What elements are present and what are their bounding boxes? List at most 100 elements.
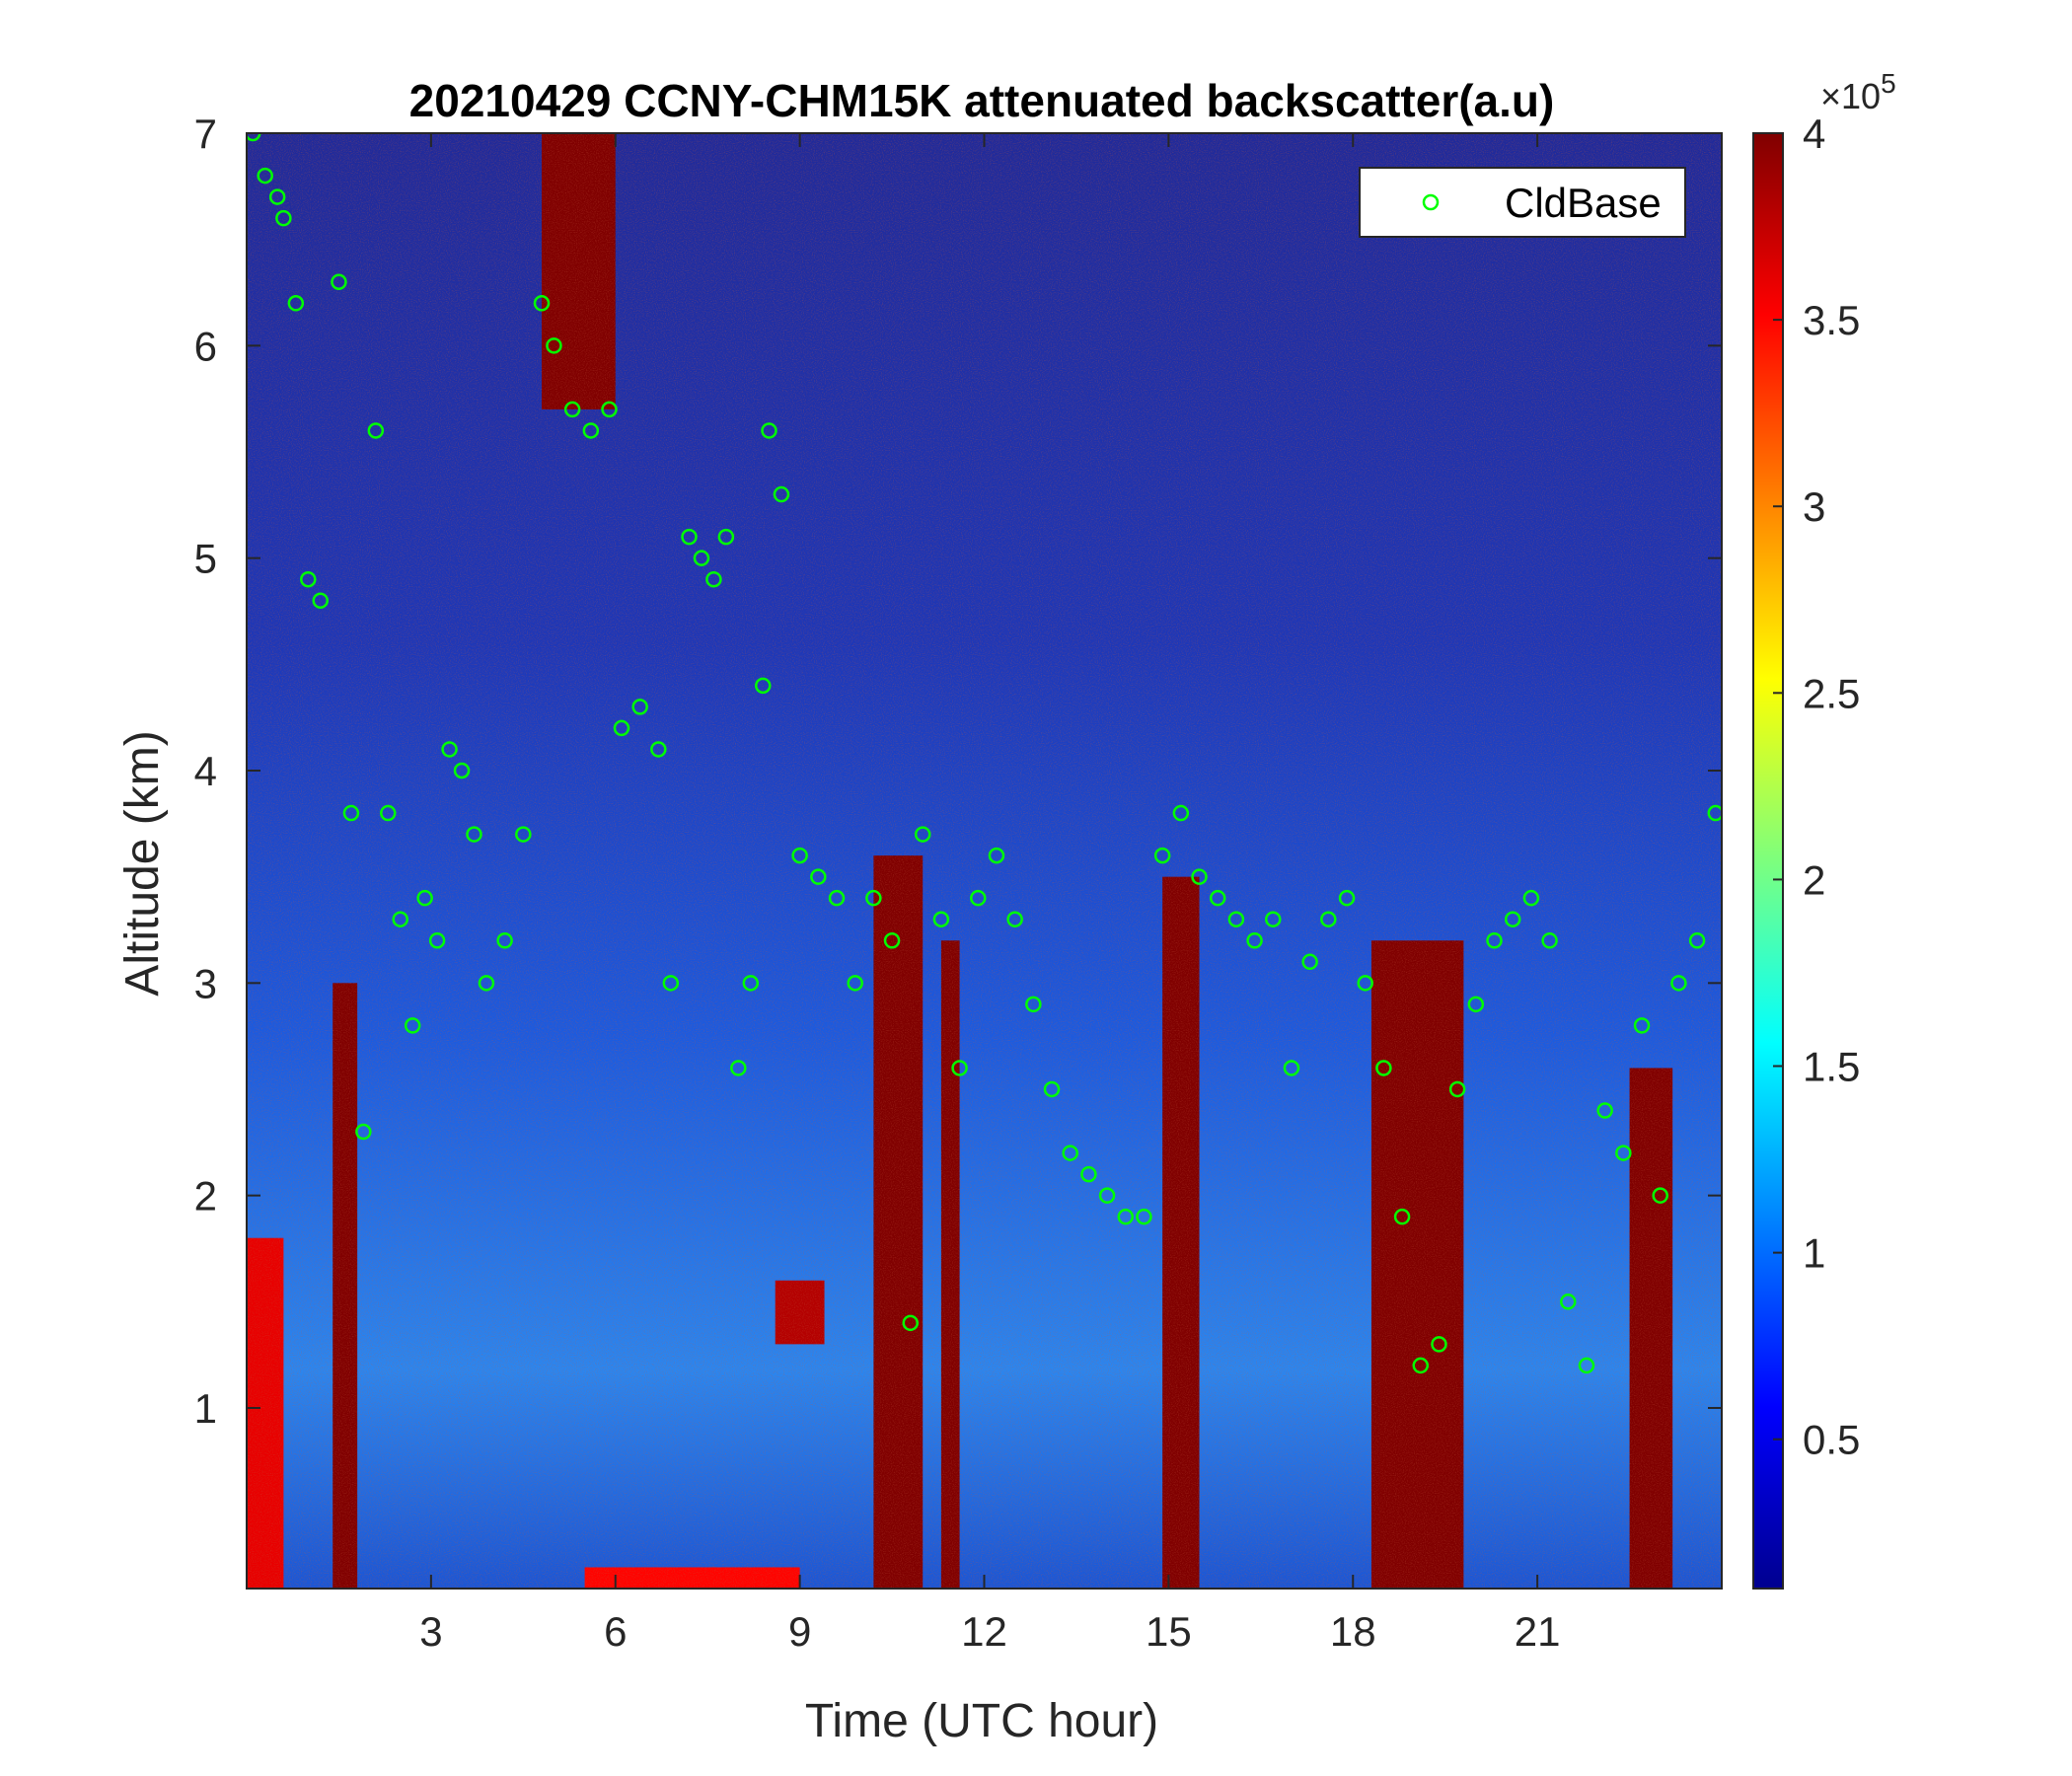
cldbase-point xyxy=(613,719,630,737)
colorbar-tick-label: 2 xyxy=(1803,856,1825,903)
cldbase-point xyxy=(1467,996,1485,1013)
colorbar-tick-label: 3.5 xyxy=(1803,297,1860,343)
cldbase-point xyxy=(1688,931,1706,949)
colorbar: 0.5 1 1.5 2 2.5 3 3.5 4 ×105 xyxy=(1752,68,1896,1590)
y-tick-label: 1 xyxy=(194,1385,217,1432)
y-axis-label: Altitude (km) xyxy=(116,730,169,996)
legend-marker-icon xyxy=(1422,193,1440,211)
cldbase-point xyxy=(1652,1187,1668,1204)
cldbase-point xyxy=(717,528,735,546)
x-tick-label: 6 xyxy=(604,1608,627,1655)
cldbase-point xyxy=(1486,931,1503,949)
x-tick-label: 15 xyxy=(1146,1608,1192,1655)
legend-frame xyxy=(1359,167,1686,238)
cldbase-point xyxy=(1227,911,1245,927)
colorbar-tick-label: 1 xyxy=(1803,1230,1825,1277)
cldbase-point xyxy=(1283,1060,1300,1076)
cldbase-point xyxy=(742,975,760,992)
cldbase-point xyxy=(902,1314,919,1332)
colorbar-ticks: 0.5 1 1.5 2 2.5 3 3.5 4 xyxy=(1773,111,1860,1463)
cldbase-point xyxy=(1080,1165,1097,1183)
cldbase-point xyxy=(1153,847,1171,864)
cldbase-point xyxy=(1191,868,1208,885)
cldbase-point xyxy=(1541,931,1558,949)
cldbase-point xyxy=(1578,1357,1595,1374)
cldbase-point xyxy=(441,741,458,758)
cldbase-point xyxy=(1448,1080,1466,1098)
cldbase-point xyxy=(478,975,495,992)
cldbase-point xyxy=(1596,1102,1613,1119)
cldbase-point xyxy=(1246,931,1263,949)
cldbase-point xyxy=(791,847,808,864)
cldbase-point xyxy=(1560,1294,1577,1310)
colorbar-tick-label: 0.5 xyxy=(1803,1417,1860,1463)
cldbase-point xyxy=(1357,975,1373,992)
chart-title: 20210429 CCNY-CHM15K attenuated backscat… xyxy=(409,75,1555,126)
cldbase-point xyxy=(392,911,408,927)
cldbase-point xyxy=(453,762,471,779)
cldbase-point xyxy=(546,337,562,354)
cldbase-point xyxy=(466,826,482,843)
cldbase-point xyxy=(601,401,618,418)
x-tick-label: 9 xyxy=(788,1608,811,1655)
x-axis: 3 6 9 12 15 18 21 xyxy=(419,133,1560,1655)
x-tick-label: 21 xyxy=(1515,1608,1561,1655)
colorbar-multiplier: ×105 xyxy=(1820,68,1896,116)
cldbase-point xyxy=(650,741,667,758)
y-axis: 1 2 3 4 5 6 7 xyxy=(194,111,1722,1432)
cldbase-point xyxy=(1043,1080,1061,1098)
cldbase-point xyxy=(416,889,433,907)
cldbase-point xyxy=(582,422,600,439)
y-tick-label: 3 xyxy=(194,960,217,1006)
cldbase-point xyxy=(1375,1060,1392,1076)
cldbase-point xyxy=(1062,1145,1078,1161)
cldbase-point xyxy=(631,699,648,715)
x-tick-label: 12 xyxy=(961,1608,1007,1655)
cldbase-point xyxy=(563,401,581,418)
colorbar-scale xyxy=(1752,132,1784,1590)
cldbase-point xyxy=(1670,975,1687,992)
cldbase-point xyxy=(755,677,772,695)
cldbase-point xyxy=(355,1123,372,1141)
cldbase-point xyxy=(404,1017,421,1034)
y-tick-label: 4 xyxy=(194,748,217,794)
cldbase-point xyxy=(1098,1187,1116,1204)
cldbase-point xyxy=(1301,953,1318,971)
legend: CldBase xyxy=(1359,167,1686,238)
y-tick-label: 5 xyxy=(194,536,217,582)
cldbase-point xyxy=(693,550,710,566)
cldbase-point xyxy=(428,931,446,949)
heatmap-noise xyxy=(247,133,1722,1589)
cldbase-point xyxy=(1633,1017,1651,1034)
cldbase-point xyxy=(367,422,385,439)
cldbase-point xyxy=(1707,804,1722,822)
cldbase-point xyxy=(1320,911,1337,927)
cldbase-point xyxy=(1431,1336,1447,1353)
cldbase-point xyxy=(662,975,680,992)
cldbase-point xyxy=(951,1060,968,1076)
cldbase-point xyxy=(268,188,286,205)
cldbase-point xyxy=(312,592,329,609)
cldbase-point xyxy=(1615,1145,1632,1161)
y-tick-label: 7 xyxy=(194,111,217,157)
y-tick-label: 2 xyxy=(194,1173,217,1220)
cldbase-point xyxy=(988,847,1005,864)
cldbase-point xyxy=(1504,911,1521,927)
colorbar-multiplier-base: ×10 xyxy=(1820,76,1881,116)
cldbase-point xyxy=(247,133,261,142)
cldbase-point xyxy=(828,889,846,907)
cldbase-point xyxy=(300,570,317,588)
colorbar-tick-label: 3 xyxy=(1803,483,1825,530)
cldbase-point xyxy=(970,889,987,907)
cldbase-point xyxy=(1136,1208,1152,1225)
x-axis-label: Time (UTC hour) xyxy=(805,1695,1158,1747)
cldbase-point xyxy=(1006,911,1023,927)
cldbase-point xyxy=(1209,889,1226,907)
colorbar-tick-label: 2.5 xyxy=(1803,670,1860,716)
cldbase-point xyxy=(1117,1208,1135,1225)
cldbase-point xyxy=(865,889,882,907)
cldbase-point xyxy=(275,209,292,227)
cldbase-point xyxy=(1522,889,1540,907)
cldbase-point xyxy=(1393,1208,1411,1225)
colorbar-multiplier-exponent: 5 xyxy=(1881,68,1896,99)
